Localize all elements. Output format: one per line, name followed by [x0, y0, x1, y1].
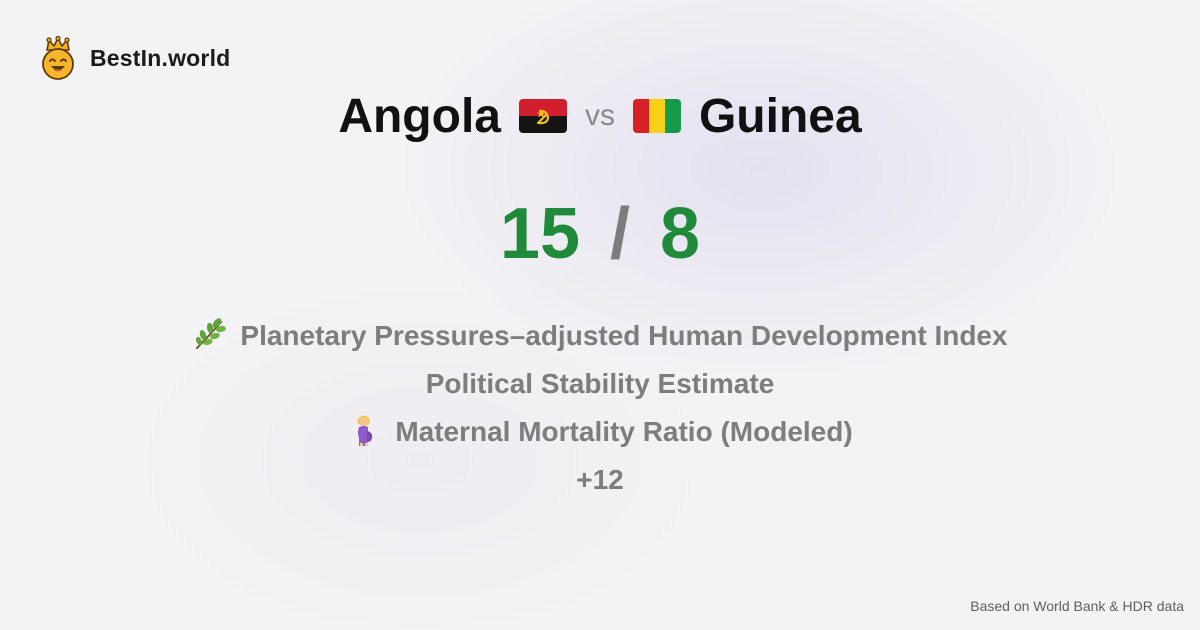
right-score: 8: [660, 194, 701, 274]
angola-flag-icon: [518, 99, 567, 133]
metric-label: Political Stability Estimate: [425, 368, 775, 399]
left-country-name[interactable]: Angola: [338, 89, 501, 143]
comparison-title: Angola vs Guinea: [0, 86, 1200, 146]
more-metrics-link[interactable]: +12: [0, 456, 1200, 504]
metric-item[interactable]: Planetary Pressures–adjusted Human Devel…: [0, 312, 1200, 360]
brand[interactable]: BestIn.world: [38, 36, 230, 80]
score-separator: /: [610, 194, 631, 274]
metric-item[interactable]: Maternal Mortality Ratio (Modeled): [0, 408, 1200, 456]
vs-label: vs: [584, 99, 615, 132]
pregnant-woman-icon: [357, 415, 373, 446]
herb-icon: [196, 318, 227, 349]
score-display: 15 / 8: [0, 192, 1200, 276]
crowned-smiley-icon: [42, 36, 74, 80]
brand-name: BestIn.world: [90, 44, 231, 71]
metric-label: Planetary Pressures–adjusted Human Devel…: [240, 320, 1008, 351]
metric-item[interactable]: Political Stability Estimate: [0, 360, 1200, 408]
metric-label: Maternal Mortality Ratio (Modeled): [395, 416, 853, 447]
data-source-footer: Based on World Bank & HDR data: [970, 598, 1184, 614]
more-metrics-label: +12: [576, 464, 624, 495]
left-score: 15: [499, 194, 581, 274]
metric-list: Planetary Pressures–adjusted Human Devel…: [0, 312, 1200, 504]
guinea-flag-icon: [632, 99, 681, 133]
right-country-name[interactable]: Guinea: [698, 89, 862, 143]
